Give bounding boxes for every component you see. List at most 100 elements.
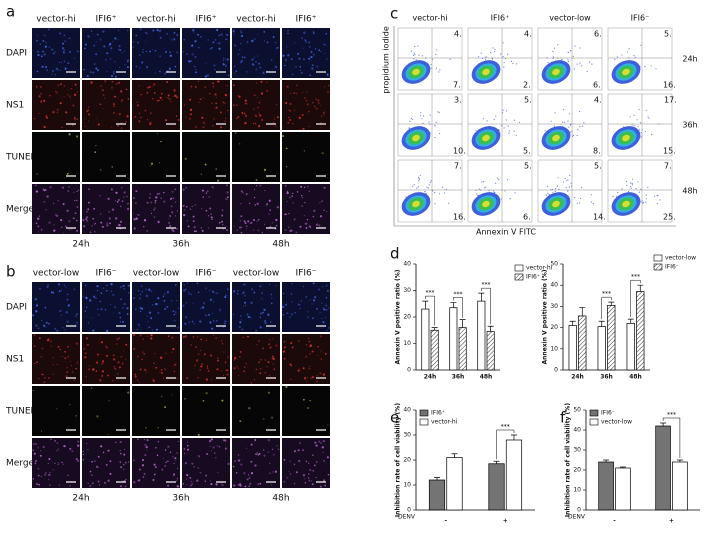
panel-label: e (390, 409, 399, 427)
bar (655, 425, 671, 511)
x-tick-label: 48h (480, 374, 493, 381)
cell (239, 482, 242, 485)
event (418, 179, 420, 181)
cell (199, 349, 202, 352)
cell (90, 71, 92, 73)
cell (244, 366, 246, 369)
legend-swatch (653, 263, 663, 271)
cell (258, 112, 260, 114)
cell (266, 90, 268, 92)
cell (65, 311, 68, 314)
cell (40, 450, 42, 452)
cell (257, 124, 261, 128)
cell (158, 162, 161, 164)
bar (578, 315, 587, 371)
cell (301, 113, 304, 116)
cell (215, 96, 217, 99)
cell (324, 317, 326, 319)
cell (303, 398, 305, 401)
cell (56, 214, 59, 217)
cell (282, 350, 285, 353)
cell (316, 308, 318, 310)
cell (293, 463, 296, 466)
cell (108, 210, 110, 213)
cell (41, 50, 45, 53)
cell (74, 118, 77, 121)
cell (186, 483, 188, 485)
cell (257, 218, 260, 221)
cell (103, 97, 106, 99)
cell (49, 484, 51, 486)
cell (302, 285, 305, 288)
cell (302, 474, 306, 477)
cell (211, 82, 215, 85)
event (553, 125, 556, 127)
cell (60, 62, 62, 64)
quadrant-value: 2. (523, 81, 531, 90)
cell (310, 55, 313, 59)
cell (246, 103, 248, 105)
cell (41, 373, 44, 376)
cell (135, 34, 137, 37)
cell (222, 374, 224, 376)
cell (160, 356, 163, 359)
cell (323, 43, 325, 46)
event (650, 65, 652, 67)
cell (46, 195, 50, 198)
cell (326, 211, 328, 213)
cell (240, 42, 242, 45)
cell (157, 297, 160, 300)
micrograph (132, 28, 180, 78)
cell (170, 205, 173, 208)
cell (111, 208, 115, 211)
cell (299, 442, 301, 444)
cell (168, 68, 171, 70)
cell (289, 109, 291, 112)
cell (63, 284, 66, 287)
event (621, 54, 623, 56)
error-bar (603, 459, 610, 462)
cell (319, 202, 321, 204)
density (622, 68, 630, 76)
cell (60, 289, 63, 292)
cell (198, 46, 200, 49)
event (547, 192, 549, 194)
quadrant-value: 7. (664, 162, 672, 171)
cell (41, 347, 44, 350)
cell (193, 466, 195, 468)
cell (318, 440, 321, 443)
cell (63, 96, 65, 98)
event (412, 118, 414, 120)
cell (59, 69, 61, 72)
cell (61, 355, 63, 358)
cell (33, 345, 36, 348)
cell (239, 420, 242, 423)
cell (310, 469, 312, 471)
cell (137, 479, 140, 482)
cell (85, 337, 89, 340)
cell (74, 212, 77, 215)
cell (57, 345, 60, 348)
cell (160, 197, 162, 199)
column-header: vector-low (233, 269, 280, 279)
cell (303, 214, 305, 217)
cell (266, 366, 268, 368)
cell (322, 321, 325, 324)
cell (88, 365, 90, 367)
cell (159, 96, 162, 99)
cell (304, 481, 307, 484)
cell (207, 215, 210, 217)
cell (101, 225, 104, 229)
cell (209, 207, 212, 210)
cell (62, 463, 64, 465)
cell (195, 230, 198, 233)
cell (76, 313, 78, 316)
cell (307, 473, 310, 475)
cell (84, 352, 87, 355)
cell (177, 307, 179, 310)
error-bar (431, 327, 438, 331)
cell (223, 351, 225, 353)
cell (248, 477, 251, 479)
cell (186, 441, 189, 443)
cell (143, 226, 145, 228)
